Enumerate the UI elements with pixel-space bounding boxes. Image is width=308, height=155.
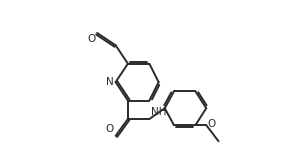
Text: O: O	[106, 124, 114, 134]
Text: O: O	[208, 119, 216, 129]
Text: NH: NH	[151, 107, 166, 117]
Text: N: N	[106, 77, 113, 87]
Text: O: O	[87, 35, 95, 44]
